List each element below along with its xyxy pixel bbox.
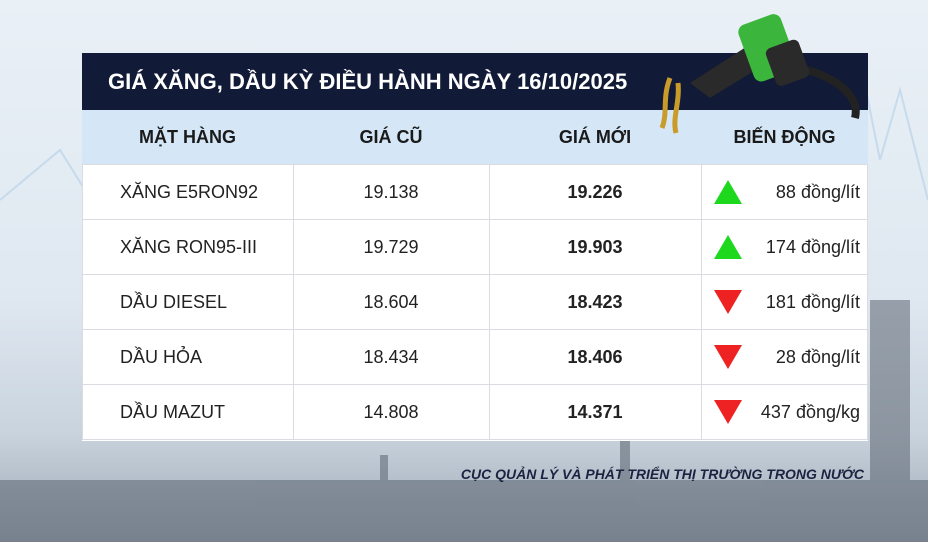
new-price: 14.371 [567,402,623,422]
arrow-up [714,180,742,204]
column-divider [293,165,294,440]
arrow-shape [714,235,742,259]
row-divider [82,274,868,275]
header-row [82,110,868,165]
item-name: XĂNG E5RON92 [120,182,259,202]
item-name: DẦU DIESEL [120,292,228,312]
arrow-shape [714,400,742,424]
arrow-shape [714,180,742,204]
price-change: 174 đồng/lít [765,237,860,257]
old-price: 19.138 [363,182,419,202]
price-change: 88 đồng/lít [775,182,860,202]
price-change: 437 đồng/kg [760,402,860,422]
arrow-shape [714,290,742,314]
new-price: 18.423 [567,292,623,312]
column-divider [489,165,490,440]
price-change: 181 đồng/lít [765,292,860,312]
fuel-pump-icon [659,14,860,134]
column-divider [867,165,868,440]
price-change: 28 đồng/lít [775,347,860,367]
old-price: 14.808 [363,402,419,422]
row-divider [82,219,868,220]
column-header: BIẾN ĐỘNG [733,127,836,147]
old-price: 19.729 [363,237,419,257]
arrow-shape [714,345,742,369]
row-divider [82,439,868,440]
item-name: DẦU MAZUT [120,402,225,422]
old-price: 18.604 [363,292,419,312]
column-header: GIÁ MỚI [558,127,632,147]
arrow-down [714,345,742,369]
row-divider [82,164,868,165]
title: GIÁ XĂNG, DẦU KỲ ĐIỀU HÀNH NGÀY 16/10/20… [108,69,628,94]
column-divider [82,165,83,440]
new-price: 19.903 [567,237,623,257]
arrow-up [714,235,742,259]
old-price: 18.434 [363,347,419,367]
row-divider [82,384,868,385]
arrow-down [714,290,742,314]
item-name: DẦU HỎA [120,347,203,367]
item-name: XĂNG RON95-III [120,237,258,257]
arrow-down [714,400,742,424]
new-price: 18.406 [567,347,623,367]
column-header: MẶT HÀNG [139,127,236,147]
source: CỤC QUẢN LÝ VÀ PHÁT TRIỂN THỊ TRƯỜNG TRO… [460,466,864,482]
column-header: GIÁ CŨ [359,127,423,147]
column-divider [701,165,702,440]
row-divider [82,329,868,330]
new-price: 19.226 [567,182,623,202]
